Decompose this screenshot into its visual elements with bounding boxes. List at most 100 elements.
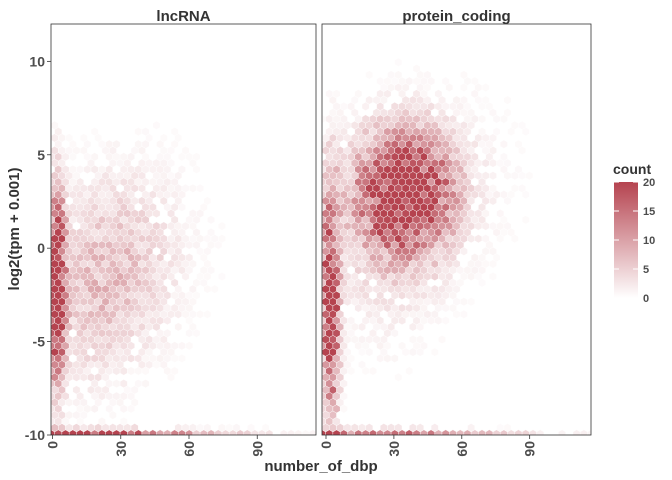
hex-bin [192, 152, 201, 162]
hex-bin [485, 429, 494, 435]
hex-bin [503, 423, 512, 433]
hex-bin [358, 423, 366, 433]
hex-bin [460, 70, 468, 80]
hex-bin [481, 83, 490, 92]
hex-bin [500, 139, 508, 149]
hex-bin [87, 423, 95, 433]
hex-bin [441, 429, 450, 435]
legend-tick-label: 20 [643, 177, 655, 189]
hex-bin [280, 429, 288, 435]
hex-bin [207, 227, 215, 237]
hex-bin [156, 429, 165, 435]
hex-bin [196, 183, 205, 193]
hex-bin [460, 309, 468, 319]
hex-bin [294, 429, 303, 435]
hex-bin [65, 410, 74, 420]
hex-bin [340, 101, 348, 111]
hex-bin [90, 127, 99, 137]
hex-bin [514, 139, 523, 149]
hex-bin [500, 152, 508, 162]
hex-bin [188, 423, 197, 433]
hex-bin [409, 335, 417, 344]
hex-bin [481, 171, 490, 181]
hex-bin [514, 164, 523, 174]
hex-layer-protein-coding [322, 57, 591, 435]
hex-bin [68, 164, 77, 174]
hex-bin [474, 234, 483, 244]
x-tick-label: 90 [522, 441, 538, 457]
hex-bin [358, 335, 366, 344]
hex-bin [387, 70, 395, 80]
hex-bin [170, 366, 179, 376]
hex-bin [141, 429, 150, 435]
panel-protein-coding [321, 23, 592, 436]
hex-bin [580, 429, 588, 435]
hex-bin [478, 127, 486, 137]
hex-bin [369, 366, 377, 376]
hex-bin [354, 89, 363, 99]
panel-lncrna [50, 23, 317, 436]
legend-tick-label: 15 [643, 206, 655, 218]
hex-bin [365, 95, 374, 105]
y-tick-label: -10 [25, 427, 45, 443]
hex-bin [412, 64, 421, 74]
legend-title: count [613, 161, 651, 177]
hex-bin [178, 164, 186, 174]
hex-bin [134, 127, 143, 137]
hex-bin [478, 114, 486, 124]
hex-bin [390, 353, 399, 363]
hex-bin [394, 423, 403, 433]
hex-bin [434, 89, 443, 99]
y-tick-label: -5 [33, 334, 46, 350]
hex-bin [218, 234, 226, 244]
y-tick-label: 10 [29, 53, 45, 69]
hex-bin [489, 183, 497, 193]
hex-bin [525, 171, 534, 181]
hex-bin [467, 423, 475, 433]
hex-bin [141, 127, 150, 137]
hex-bin [430, 423, 439, 433]
legend-ticks: 0 5 10 15 20 [614, 177, 655, 305]
hex-bin [470, 76, 479, 86]
x-tick-label: 60 [181, 441, 197, 457]
hex-bin [98, 164, 106, 174]
hex-bin [518, 120, 526, 130]
hex-bin [500, 190, 508, 200]
hex-bin [98, 416, 106, 426]
hex-bin [65, 133, 74, 143]
hex-bin [112, 391, 121, 401]
hex-bin [518, 183, 526, 193]
hex-bin [503, 108, 512, 118]
hex-bin [134, 379, 143, 389]
hex-bin [203, 423, 212, 433]
hex-bin [119, 152, 128, 162]
hex-bin [380, 423, 388, 433]
hex-bin [332, 89, 341, 99]
hex-bin [108, 423, 117, 433]
hex-bin [203, 196, 212, 206]
x-tick-label: 30 [113, 441, 129, 457]
hex-bin [325, 89, 334, 99]
hex-bin [536, 429, 545, 435]
legend-tick-label: 10 [643, 235, 655, 247]
hex-bin [170, 127, 179, 137]
y-axis-title: log2(tpm + 0.001) [6, 168, 23, 291]
hex-bin [141, 379, 150, 389]
hex-bin [398, 303, 406, 313]
hex-bin [481, 234, 490, 244]
hex-bin [178, 341, 186, 351]
hex-bin [247, 423, 255, 433]
hex-bin [438, 335, 446, 344]
hex-bin [347, 316, 355, 326]
hex-bin [496, 209, 505, 218]
hex-bin [492, 127, 501, 137]
hex-bin [51, 120, 59, 130]
hex-bin [159, 133, 168, 143]
hex-bin [188, 183, 197, 193]
hex-bin [470, 253, 479, 263]
hex-bin [218, 272, 226, 281]
hex-bin [51, 429, 55, 435]
legend: count 0 5 10 15 20 [613, 161, 655, 305]
hex-bin [225, 423, 234, 433]
